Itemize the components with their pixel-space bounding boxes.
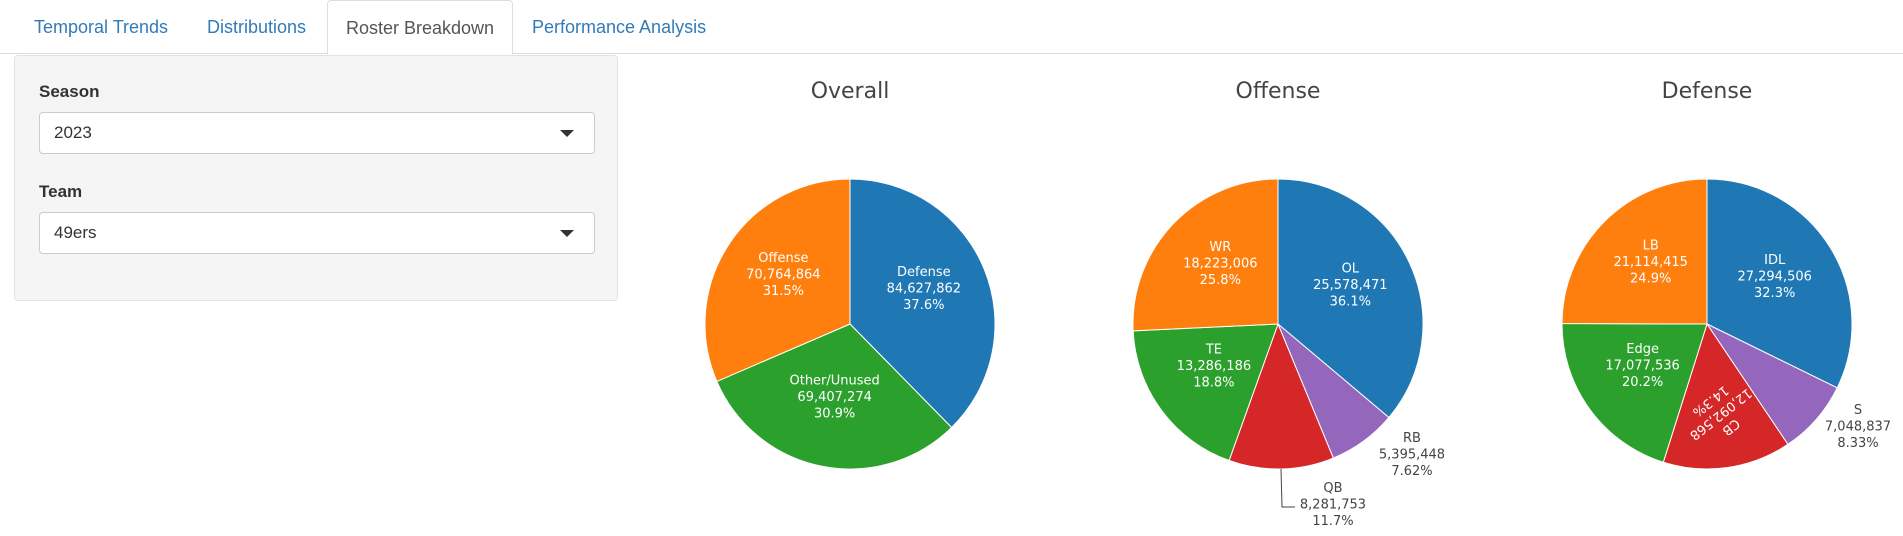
pie-slice-edge[interactable] xyxy=(1561,323,1708,463)
slice-percent: 8.33% xyxy=(1837,436,1878,451)
pie-slice-cb[interactable] xyxy=(1662,322,1789,470)
slice-value: 84,627,862 xyxy=(887,281,961,296)
slice-name: Edge xyxy=(1626,342,1659,357)
slice-name: WR xyxy=(1209,240,1231,255)
pie-slice-te[interactable] xyxy=(1132,323,1279,462)
pie-slice-wr[interactable] xyxy=(1132,178,1279,332)
slice-name: OL xyxy=(1342,261,1360,276)
slice-name: LB xyxy=(1643,239,1659,254)
slice-value: 5,395,448 xyxy=(1379,448,1445,463)
slice-percent: 20.2% xyxy=(1622,375,1663,390)
slice-value: 7,048,837 xyxy=(1825,420,1891,435)
slice-value: 21,114,415 xyxy=(1613,255,1687,270)
pie-slice-ol[interactable] xyxy=(1277,178,1424,419)
slice-percent: 36.1% xyxy=(1330,294,1371,309)
slice-percent: 18.8% xyxy=(1193,375,1234,390)
slice-name: Defense xyxy=(897,265,951,280)
team-label: Team xyxy=(39,182,83,201)
slice-percent: 37.6% xyxy=(903,298,944,313)
slice-value: 17,077,536 xyxy=(1605,359,1679,374)
pie-slice-offense[interactable] xyxy=(704,178,851,383)
pie-slice-other-unused[interactable] xyxy=(716,323,953,470)
slice-value: 69,407,274 xyxy=(797,390,871,405)
chart-title: Defense xyxy=(1662,79,1753,104)
season-value: 2023 xyxy=(54,123,92,142)
season-label: Season xyxy=(39,82,100,101)
pie-slice-defense[interactable] xyxy=(849,178,996,429)
chevron-down-icon xyxy=(560,130,574,137)
slice-name: Other/Unused xyxy=(789,373,879,388)
slice-name: IDL xyxy=(1764,253,1786,268)
filter-sidebar: Season 2023 Team 49ers xyxy=(14,55,618,301)
slice-name: S xyxy=(1854,403,1862,418)
slice-name: TE xyxy=(1205,342,1222,357)
slice-value: 13,286,186 xyxy=(1177,359,1251,374)
slice-percent: 25.8% xyxy=(1200,273,1241,288)
chart-title: Offense xyxy=(1236,79,1321,104)
season-select[interactable]: 2023 xyxy=(39,112,595,154)
slice-percent: 24.9% xyxy=(1630,272,1671,287)
slice-name: QB xyxy=(1323,481,1342,496)
tab-temporal-trends[interactable]: Temporal Trends xyxy=(34,17,169,37)
tab-bar: Temporal Trends Distributions Roster Bre… xyxy=(0,0,1903,55)
slice-name: Offense xyxy=(758,251,808,266)
slice-value: 25,578,471 xyxy=(1313,278,1387,293)
slice-value: 18,223,006 xyxy=(1183,256,1257,271)
pie-slice-idl[interactable] xyxy=(1706,178,1853,389)
pie-slice-lb[interactable] xyxy=(1561,178,1708,325)
tab-roster-breakdown[interactable]: Roster Breakdown xyxy=(327,0,514,55)
pie-slice-qb[interactable] xyxy=(1228,322,1334,470)
slice-value: 8,281,753 xyxy=(1300,498,1366,513)
tab-performance-analysis[interactable]: Performance Analysis xyxy=(532,17,707,37)
tab-distributions[interactable]: Distributions xyxy=(207,17,307,37)
team-select[interactable]: 49ers xyxy=(39,212,595,254)
slice-value: 70,764,864 xyxy=(746,268,820,283)
team-value: 49ers xyxy=(54,223,97,242)
slice-percent: 11.7% xyxy=(1312,514,1353,529)
slice-name: RB xyxy=(1403,431,1421,446)
chevron-down-icon xyxy=(560,230,574,237)
slice-value: 27,294,506 xyxy=(1737,269,1811,284)
chart-title: Overall xyxy=(811,79,890,104)
leader-line xyxy=(1280,468,1295,508)
slice-percent: 32.3% xyxy=(1754,286,1795,301)
slice-percent: 30.9% xyxy=(814,406,855,421)
slice-percent: 31.5% xyxy=(763,284,804,299)
slice-percent: 7.62% xyxy=(1391,464,1432,479)
